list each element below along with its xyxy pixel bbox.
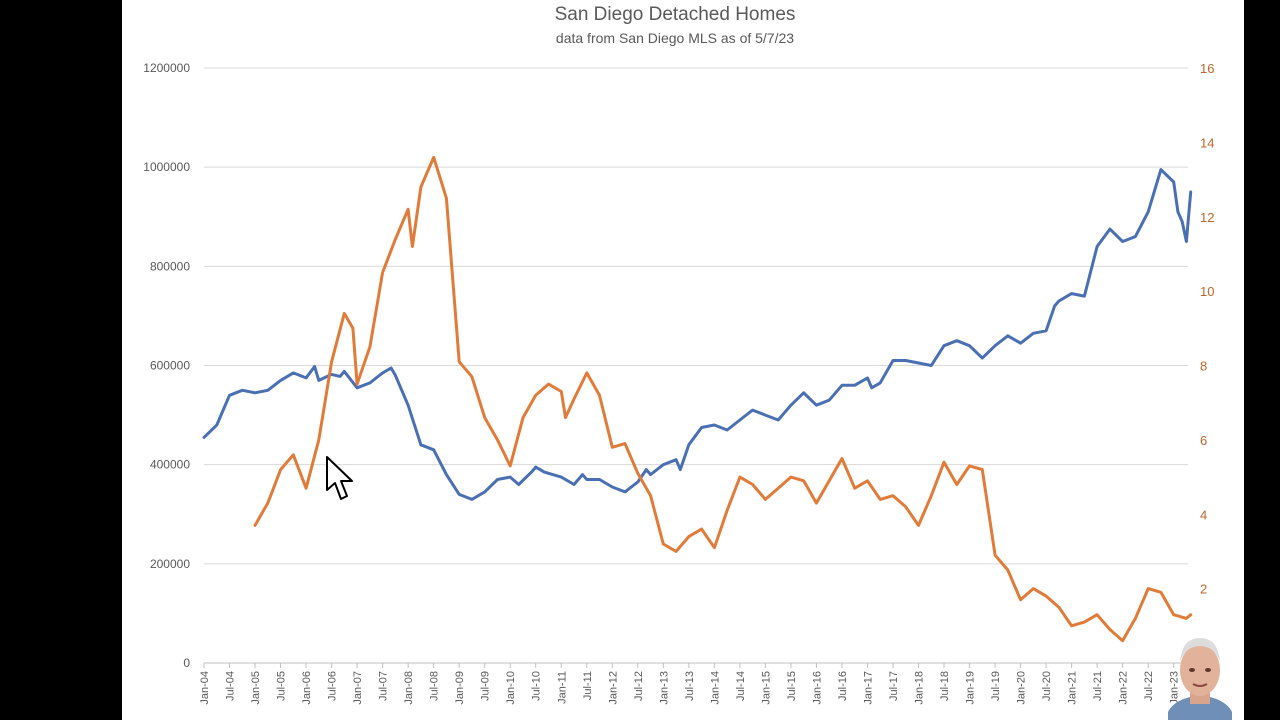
window-edge	[1228, 0, 1244, 720]
x-tick-label: Jan-12	[607, 671, 619, 705]
x-tick-label: Jul-06	[327, 671, 339, 701]
x-tick-label: Jul-09	[480, 671, 492, 701]
y-tick-label-left: 600000	[150, 359, 190, 373]
y-tick-label-right: 8	[1200, 359, 1207, 374]
x-tick-label: Jan-22	[1118, 671, 1130, 705]
x-tick-label: Jan-21	[1067, 671, 1079, 705]
x-tick-label: Jul-05	[276, 671, 288, 701]
x-tick-label: Jul-20	[1041, 671, 1053, 701]
x-tick-label: Jul-13	[684, 671, 696, 701]
x-tick-label: Jan-05	[250, 671, 262, 705]
y-tick-label-right: 4	[1200, 507, 1207, 522]
y-tick-label-left: 1000000	[143, 160, 190, 174]
x-tick-label: Jan-06	[301, 671, 313, 705]
x-tick-label: Jan-19	[965, 671, 977, 705]
x-tick-label: Jan-16	[811, 671, 823, 705]
x-tick-label: Jul-12	[633, 671, 645, 701]
x-tick-label: Jan-13	[658, 671, 670, 705]
y-tick-label-right: 14	[1200, 135, 1214, 150]
x-tick-label: Jul-14	[735, 671, 747, 701]
x-tick-label: Jul-04	[225, 671, 237, 701]
x-tick-label: Jul-22	[1143, 671, 1155, 701]
x-tick-label: Jul-19	[990, 671, 1002, 701]
x-tick-label: Jul-17	[888, 671, 900, 701]
x-tick-label: Jan-09	[454, 671, 466, 705]
x-tick-label: Jul-18	[939, 671, 951, 701]
y-tick-label-left: 0	[183, 656, 190, 670]
x-tick-label: Jan-11	[556, 671, 568, 704]
x-tick-label: Jul-08	[429, 671, 441, 701]
x-tick-label: Jul-11	[582, 671, 594, 700]
chart-subtitle: data from San Diego MLS as of 5/7/23	[555, 30, 795, 46]
x-tick-label: Jan-15	[760, 671, 772, 705]
x-tick-label: Jul-16	[837, 671, 849, 701]
x-tick-label: Jul-15	[786, 671, 798, 701]
y-tick-label-right: 16	[1200, 61, 1214, 76]
presenter-avatar	[1168, 638, 1232, 720]
x-tick-label: Jul-07	[378, 671, 390, 701]
series-line-right-axis	[253, 155, 1193, 643]
x-tick-label: Jan-07	[352, 671, 364, 705]
x-tick-label: Jan-10	[505, 671, 517, 705]
series-line-left-axis	[202, 168, 1193, 501]
x-tick-label: Jul-10	[531, 671, 543, 701]
x-tick-label: Jan-20	[1016, 671, 1028, 705]
y-tick-label-left: 800000	[150, 259, 190, 273]
y-tick-label-right: 2	[1200, 582, 1207, 597]
x-tick-label: Jan-17	[862, 671, 874, 705]
x-tick-label: Jan-14	[709, 671, 721, 705]
y-tick-label-left: 200000	[150, 557, 190, 571]
x-tick-label: Jan-04	[199, 671, 211, 705]
x-tick-label: Jul-21	[1092, 671, 1104, 701]
y-tick-label-right: 10	[1200, 284, 1214, 299]
y-tick-label-left: 1200000	[143, 61, 190, 75]
y-tick-label-right: 6	[1200, 433, 1207, 448]
y-tick-label-right: 12	[1200, 210, 1214, 225]
y-tick-label-left: 400000	[150, 458, 190, 472]
x-tick-label: Jan-23	[1169, 671, 1181, 705]
x-tick-label: Jan-08	[403, 671, 415, 705]
chart-background	[122, 0, 1228, 720]
x-tick-label: Jan-18	[914, 671, 926, 705]
chart-title: San Diego Detached Homes	[554, 4, 796, 25]
